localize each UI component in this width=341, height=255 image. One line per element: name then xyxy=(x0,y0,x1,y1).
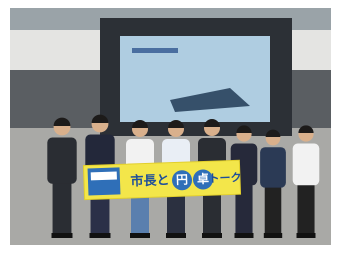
shoes xyxy=(166,233,186,238)
legs xyxy=(53,180,72,238)
shoes xyxy=(235,233,254,238)
banner-text: 円 xyxy=(176,173,188,187)
photo: 市長と 円 卓 トーク xyxy=(0,0,341,255)
shoes xyxy=(297,233,316,238)
entrance-left xyxy=(10,70,100,130)
shoes xyxy=(202,233,222,238)
shoes xyxy=(130,233,150,238)
entrance-right xyxy=(292,70,331,130)
legs xyxy=(265,184,282,237)
torso xyxy=(260,147,286,187)
banner-text: 市長と xyxy=(130,172,170,189)
banner-group: 市長と 円 卓 トーク xyxy=(83,160,242,199)
banner-text: トーク xyxy=(208,171,241,185)
screen-caption xyxy=(132,48,178,53)
shoes xyxy=(90,233,111,238)
legs xyxy=(297,182,314,238)
torso xyxy=(293,144,320,186)
torso xyxy=(47,138,76,184)
shoes xyxy=(264,233,282,238)
banner-logo-mark xyxy=(91,172,117,181)
shoes xyxy=(52,233,73,238)
